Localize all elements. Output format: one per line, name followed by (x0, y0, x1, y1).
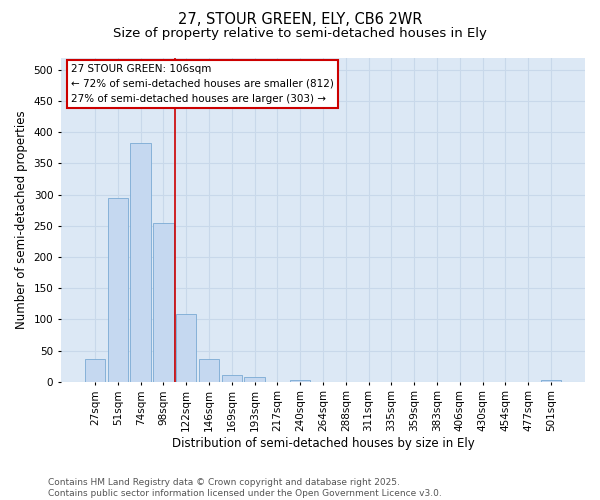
Bar (290, 380, 310, 382)
Bar (107, 198, 128, 382)
Text: 27, STOUR GREEN, ELY, CB6 2WR: 27, STOUR GREEN, ELY, CB6 2WR (178, 12, 422, 28)
Bar (221, 375, 242, 382)
Text: Contains HM Land Registry data © Crown copyright and database right 2025.
Contai: Contains HM Land Registry data © Crown c… (48, 478, 442, 498)
Bar (176, 314, 196, 382)
Bar (85, 358, 105, 382)
Bar (153, 222, 173, 382)
Bar (541, 380, 561, 382)
Bar (244, 378, 265, 382)
Text: 27 STOUR GREEN: 106sqm
← 72% of semi-detached houses are smaller (812)
27% of se: 27 STOUR GREEN: 106sqm ← 72% of semi-det… (71, 64, 334, 104)
X-axis label: Distribution of semi-detached houses by size in Ely: Distribution of semi-detached houses by … (172, 437, 475, 450)
Y-axis label: Number of semi-detached properties: Number of semi-detached properties (15, 110, 28, 329)
Bar (199, 359, 219, 382)
Text: Size of property relative to semi-detached houses in Ely: Size of property relative to semi-detach… (113, 28, 487, 40)
Bar (130, 143, 151, 382)
